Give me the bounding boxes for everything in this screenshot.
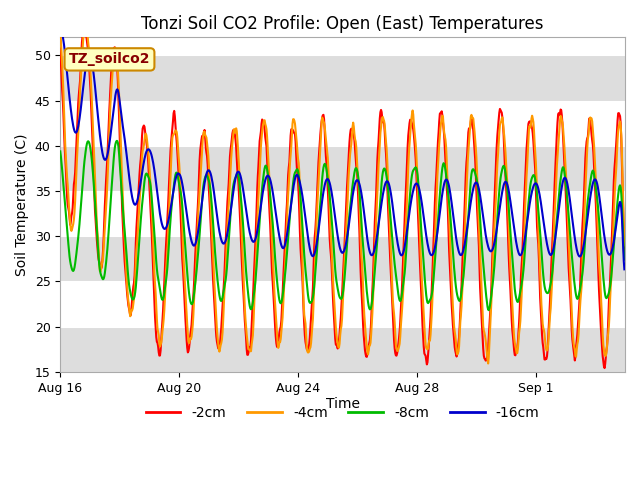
Bar (60, 236, 625, 281)
X-axis label: Time: Time (326, 397, 360, 411)
Bar (60, 146, 625, 191)
Bar (60, 326, 625, 372)
Title: Tonzi Soil CO2 Profile: Open (East) Temperatures: Tonzi Soil CO2 Profile: Open (East) Temp… (141, 15, 544, 33)
Text: TZ_soilco2: TZ_soilco2 (68, 52, 150, 66)
Legend: -2cm, -4cm, -8cm, -16cm: -2cm, -4cm, -8cm, -16cm (140, 400, 545, 425)
Bar (60, 55, 625, 101)
Y-axis label: Soil Temperature (C): Soil Temperature (C) (15, 133, 29, 276)
